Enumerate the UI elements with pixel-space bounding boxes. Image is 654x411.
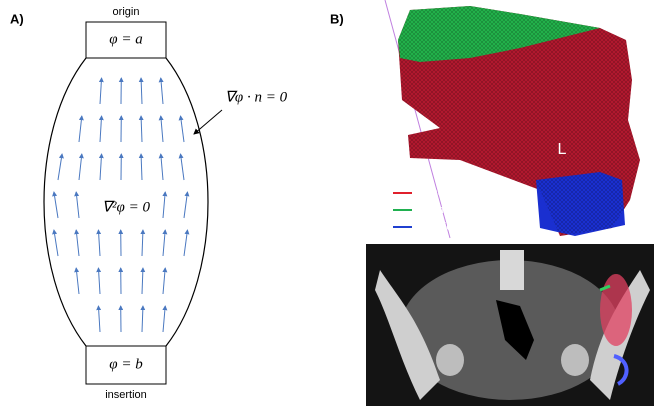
laplace-equation: ∇²φ = 0 [102, 199, 150, 215]
field-arrow [98, 230, 100, 256]
field-arrow [163, 306, 165, 332]
field-arrow [141, 78, 142, 104]
ct-muscle-overlay [600, 274, 632, 346]
panel-label: B) [330, 11, 344, 26]
field-arrow [161, 154, 163, 180]
muscle-boundary [44, 58, 86, 346]
field-arrow [54, 230, 58, 256]
legend-label: origin [417, 204, 444, 216]
field-arrow [142, 268, 143, 294]
panel-label: A) [10, 11, 24, 26]
field-arrow [100, 116, 102, 142]
field-arrow [184, 230, 187, 256]
field-arrow [58, 154, 62, 180]
legend-label: muscle [417, 187, 452, 199]
field-arrow [181, 154, 184, 180]
origin-label: origin [113, 6, 140, 18]
legend-label: insertion [417, 221, 459, 233]
insertion-condition: φ = b [109, 356, 143, 372]
field-arrow [98, 306, 100, 332]
field-arrow [54, 192, 58, 218]
pointer [194, 110, 222, 134]
field-arrow [184, 192, 187, 218]
field-arrow [163, 230, 165, 256]
field-arrow [100, 78, 102, 104]
insertion-label: insertion [105, 389, 147, 401]
field-arrow [163, 268, 165, 294]
muscle-boundary [166, 58, 208, 346]
panel-b: B) L muscle origin insertion [330, 0, 654, 406]
field-arrow [76, 268, 79, 294]
orientation-marker: L [558, 141, 567, 158]
field-arrow [100, 154, 102, 180]
field-arrow [161, 78, 163, 104]
field-arrow [141, 116, 142, 142]
boundary-equation: ∇φ · n = 0 [225, 89, 288, 105]
field-arrow [76, 230, 79, 256]
ct-femur [436, 344, 464, 376]
ct-spine [500, 250, 524, 290]
field-arrow [79, 154, 82, 180]
field-arrow [163, 192, 165, 218]
field-arrow [161, 116, 163, 142]
origin-condition: φ = a [109, 31, 142, 47]
field-arrow [142, 230, 143, 256]
panel-a: A) origin insertion φ = a φ = b ∇²φ = 0 … [10, 6, 288, 401]
field-arrow [79, 116, 82, 142]
field-arrow [76, 192, 79, 218]
field-arrow [98, 268, 100, 294]
figure: A) origin insertion φ = a φ = b ∇²φ = 0 … [0, 0, 654, 406]
field-arrow [142, 306, 143, 332]
field-arrow [181, 116, 184, 142]
ct-femur [561, 344, 589, 376]
field-arrow [141, 154, 142, 180]
